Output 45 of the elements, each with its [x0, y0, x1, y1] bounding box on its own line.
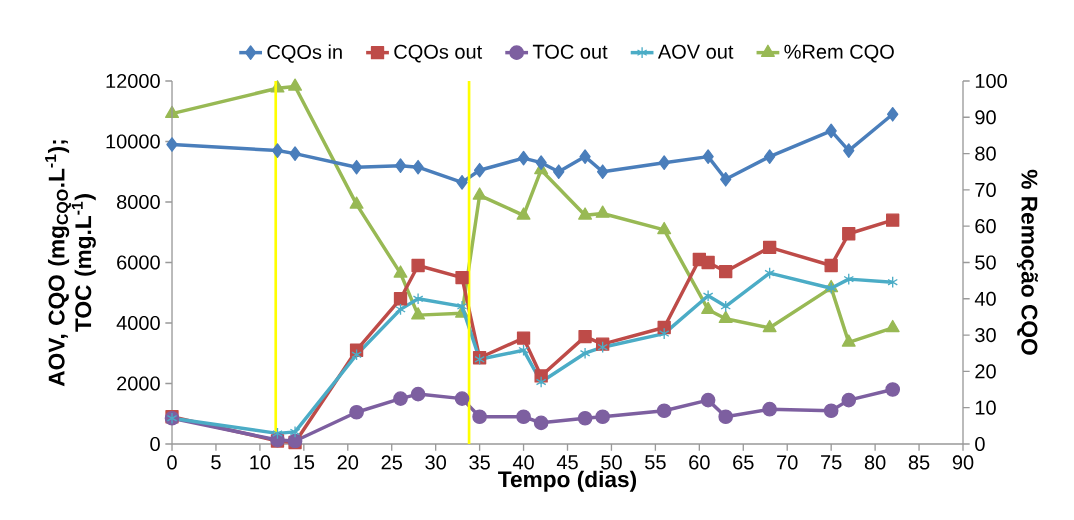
x-tick-label: 50 — [601, 455, 622, 470]
y2-tick-label: 80 — [975, 146, 996, 161]
x-tick-label: 5 — [211, 455, 221, 470]
y2-tick-label: 50 — [975, 255, 996, 270]
legend-label: TOC out — [532, 44, 608, 59]
x-tick-label: 15 — [294, 455, 315, 470]
x-tick-label: 25 — [381, 455, 403, 470]
y-tick-label: 0 — [150, 436, 160, 452]
x-tick-label: 60 — [689, 455, 710, 470]
text: AOV, CQO (mg$_{CQO}$.L$^{-1}$); TOC (mg.L$^{-1}$) — [45, 140, 96, 387]
y2-tick-label: 0 — [975, 436, 985, 452]
y2-tick-label: 100 — [975, 73, 1007, 89]
x-axis-title: Tempo (dias) — [498, 470, 637, 492]
legend-label: %Rem CQO — [784, 44, 894, 63]
x-tick-label: 0 — [167, 455, 177, 470]
legend-label: CQOs in — [267, 44, 342, 63]
x-tick-label: 85 — [908, 455, 930, 470]
y-tick-label: 12000 — [106, 73, 160, 89]
x-tick-label: 80 — [864, 455, 886, 470]
x-tick-label: 35 — [469, 455, 490, 470]
x-tick-label: 55 — [645, 455, 666, 470]
y2-tick-label: 70 — [975, 182, 996, 197]
y-tick-label: 10000 — [106, 134, 160, 149]
y2-tick-label: 60 — [975, 219, 996, 234]
y2-tick-label: 40 — [974, 291, 996, 306]
legend-label: CQOs out — [394, 44, 483, 63]
y-tick-label: 2000 — [117, 376, 160, 391]
y2-tick-label: 30 — [975, 328, 996, 343]
x-tick-label: 10 — [250, 455, 271, 470]
x-tick-label: 65 — [733, 455, 754, 470]
x-tick-label: 40 — [512, 455, 534, 470]
y2-tick-label: 10 — [975, 400, 996, 415]
x-tick-label: 70 — [777, 455, 798, 470]
y-tick-label: 6000 — [117, 255, 160, 270]
legend-label: AOV out — [657, 44, 734, 59]
y-tick-label: 4000 — [116, 315, 160, 331]
x-tick-label: 45 — [556, 455, 578, 470]
x-tick-label: 75 — [821, 455, 842, 470]
x-tick-label: 20 — [337, 455, 359, 470]
y2-axis-title: % Remoção CQO — [1016, 169, 1038, 355]
y2-tick-label: 90 — [975, 110, 996, 125]
y2-tick-label: 20 — [975, 364, 996, 379]
y-tick-label: 8000 — [117, 194, 160, 210]
x-tick-label: 90 — [952, 455, 974, 470]
x-tick-label: 30 — [425, 455, 446, 470]
